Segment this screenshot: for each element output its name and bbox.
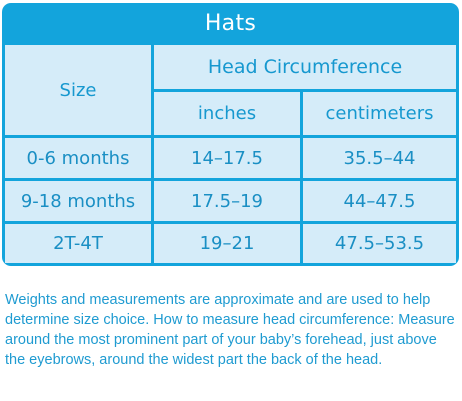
table-row-inches: 14–17.5 [154,138,300,178]
table-row-centimeters: 44–47.5 [303,181,456,221]
table-row-size: 0-6 months [5,138,151,178]
measurement-note: Weights and measurements are approximate… [5,292,455,368]
chart-title: Hats [204,10,257,36]
table-row-centimeters: 47.5–53.5 [303,224,456,263]
centimeters-header: centimeters [303,92,456,135]
head-circumference-header: Head Circumference [154,45,456,89]
table-row-inches: 19–21 [154,224,300,263]
table-row-size: 9-18 months [5,181,151,221]
table-row-size: 2T-4T [5,224,151,263]
table-row-inches: 17.5–19 [154,181,300,221]
inches-header: inches [154,92,300,135]
size-header: Size [5,45,151,135]
hats-size-chart: Hats Size Head Circumference inches cent… [2,3,459,266]
table-row-centimeters: 35.5–44 [303,138,456,178]
